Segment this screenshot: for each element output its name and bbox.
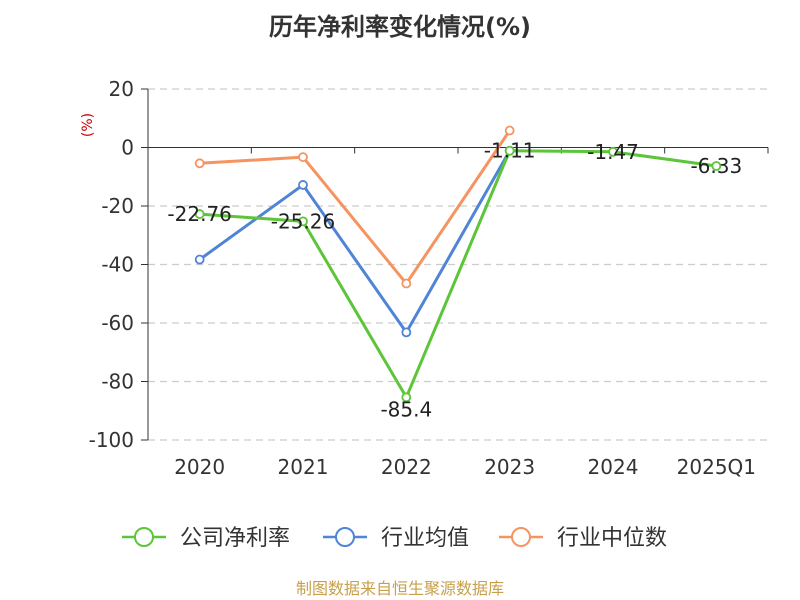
y-tick-label: -40 bbox=[101, 253, 134, 277]
series-line bbox=[199, 129, 511, 286]
source-note: 制图数据来自恒生聚源数据库 bbox=[296, 579, 504, 598]
x-tick-label: 2023 bbox=[484, 455, 535, 479]
series-line bbox=[198, 149, 511, 334]
series-point bbox=[194, 254, 205, 265]
axes: 20 0 -20 -40 -60 -80 -100 2020 2021 2022 2023 2024 2… bbox=[89, 77, 769, 479]
legend-label: 行业中位数 bbox=[557, 526, 667, 551]
y-tick-label: -80 bbox=[101, 370, 134, 394]
grid bbox=[148, 88, 768, 441]
y-axis-label: (%) bbox=[80, 113, 96, 137]
legend-label: 公司净利率 bbox=[180, 526, 290, 551]
series-point bbox=[401, 327, 412, 338]
data-label: -1.11 bbox=[484, 139, 536, 163]
x-tick-label: 2025Q1 bbox=[677, 455, 756, 479]
y-tick-label: -20 bbox=[101, 194, 134, 218]
legend-marker bbox=[335, 527, 355, 547]
series-point bbox=[504, 125, 515, 136]
legend: 公司净利率 行业均值 行业中位数 bbox=[122, 526, 667, 551]
data-label: -1.47 bbox=[587, 140, 639, 164]
legend-marker bbox=[511, 527, 531, 547]
series-point bbox=[194, 209, 205, 219]
series-point bbox=[504, 145, 515, 156]
data-label: -6.33 bbox=[690, 154, 742, 178]
series-point bbox=[298, 152, 308, 163]
y-tick-label: 20 bbox=[109, 77, 134, 101]
data-label: -25.26 bbox=[271, 209, 335, 233]
series-point bbox=[194, 158, 205, 169]
series-line bbox=[199, 149, 717, 399]
series-point bbox=[401, 392, 412, 403]
series-point bbox=[298, 216, 308, 227]
series-point bbox=[608, 146, 618, 157]
data-label: -85.4 bbox=[380, 397, 432, 421]
legend-label: 行业均值 bbox=[381, 526, 469, 551]
x-tick-label: 2022 bbox=[381, 455, 432, 479]
series-layer bbox=[194, 125, 722, 403]
y-tick-label: -100 bbox=[89, 428, 134, 452]
series-point bbox=[711, 161, 722, 171]
x-tick-label: 2024 bbox=[588, 455, 639, 479]
legend-marker bbox=[134, 527, 154, 547]
chart-title: 历年净利率变化情况(%) bbox=[269, 13, 531, 41]
y-tick-label: 0 bbox=[121, 136, 134, 160]
series-point bbox=[298, 180, 308, 190]
data-label: -22.76 bbox=[167, 202, 231, 226]
x-tick-label: 2020 bbox=[174, 455, 225, 479]
series-point bbox=[401, 278, 412, 289]
x-tick-label: 2021 bbox=[278, 455, 329, 479]
y-tick-label: -60 bbox=[101, 311, 134, 335]
data-labels: -22.76 -25.26 -85.4 -1.11 -1.47 -6.33 bbox=[167, 139, 742, 422]
